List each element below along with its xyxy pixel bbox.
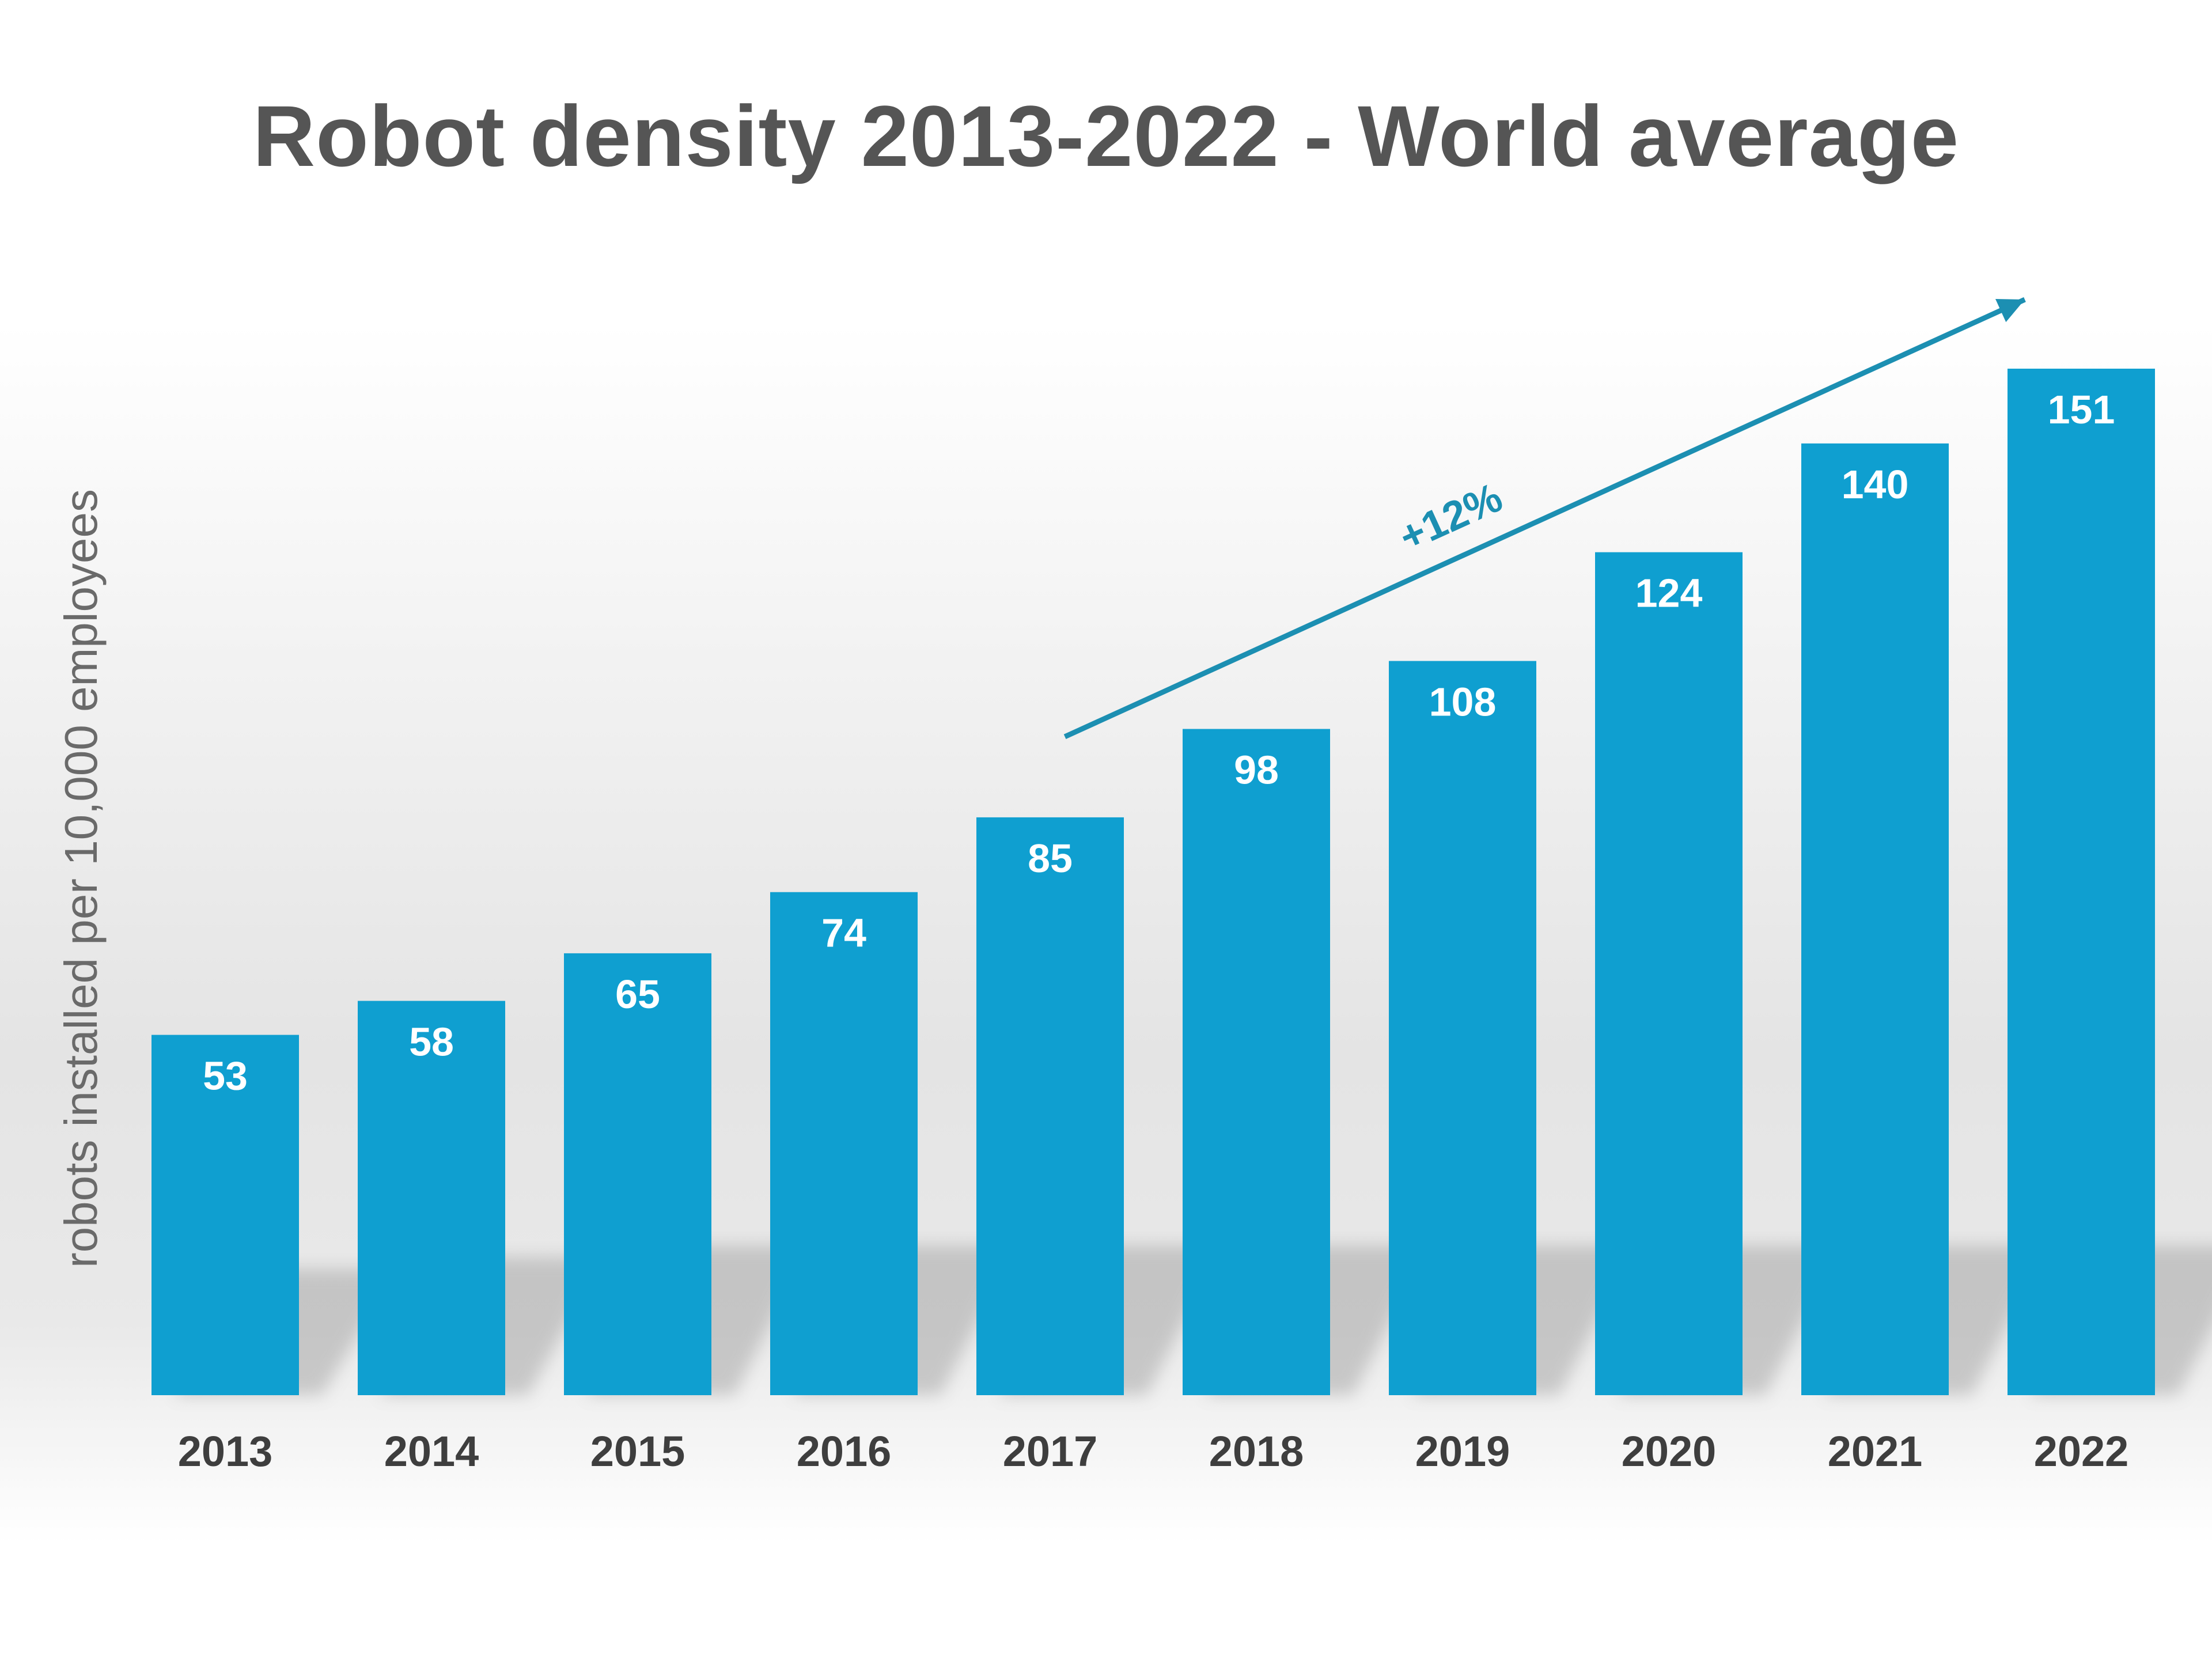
x-tick-2016: 2016: [797, 1427, 892, 1475]
bar-2021: [1801, 443, 1949, 1395]
bars: [151, 369, 2155, 1395]
bar-2015: [564, 953, 711, 1395]
bar-2022: [2008, 369, 2155, 1395]
y-axis-label: robots installed per 10,000 employees: [55, 489, 107, 1268]
bar-2013: [151, 1035, 299, 1395]
bar-2020: [1595, 552, 1743, 1395]
data-label-2016: 74: [821, 911, 866, 956]
x-tick-2017: 2017: [1003, 1427, 1098, 1475]
bar-2019: [1389, 661, 1536, 1395]
bar-2014: [358, 1001, 505, 1395]
x-tick-2021: 2021: [1828, 1427, 1923, 1475]
trend-arrow-head: [1995, 299, 2025, 323]
chart-title: Robot density 2013-2022 - World average: [252, 88, 1960, 184]
trend-arrow-line: [1063, 297, 2026, 739]
x-tick-labels: 2013 2014 2015 2016 2017 2018 2019 2020 2021 2022: [178, 1427, 2129, 1475]
x-tick-2014: 2014: [384, 1427, 479, 1475]
x-tick-2022: 2022: [2034, 1427, 2129, 1475]
data-label-2014: 58: [409, 1020, 454, 1065]
data-label-2013: 53: [203, 1054, 248, 1099]
data-labels: 53 58 65 74 85 98 108 124 140 151: [203, 387, 2115, 1099]
data-label-2015: 65: [615, 972, 660, 1017]
x-tick-2020: 2020: [1622, 1427, 1717, 1475]
growth-annotation-label: +12%: [1392, 474, 1509, 560]
x-tick-2013: 2013: [178, 1427, 273, 1475]
data-label-2018: 98: [1234, 747, 1279, 792]
x-tick-2018: 2018: [1209, 1427, 1304, 1475]
data-label-2020: 124: [1635, 571, 1703, 616]
bar-2017: [976, 817, 1124, 1395]
x-tick-2019: 2019: [1415, 1427, 1510, 1475]
data-label-2022: 151: [2048, 387, 2115, 432]
data-label-2019: 108: [1429, 679, 1497, 724]
data-label-2021: 140: [1842, 462, 1909, 507]
data-label-2017: 85: [1028, 836, 1073, 881]
bar-2016: [770, 892, 918, 1395]
x-tick-2015: 2015: [590, 1427, 685, 1475]
bar-2018: [1183, 729, 1330, 1395]
